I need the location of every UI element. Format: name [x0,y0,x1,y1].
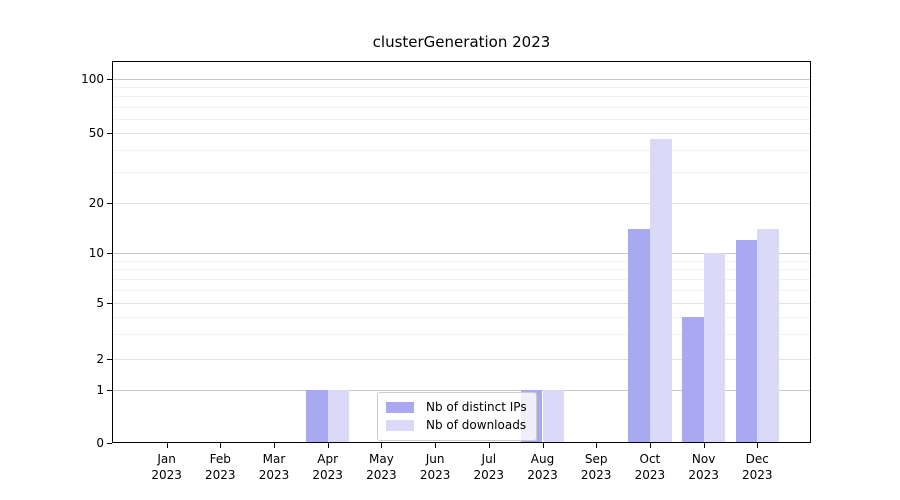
x-tick-mark [435,443,437,448]
gridline-4 [112,316,811,318]
x-tick-mark [757,443,759,448]
gridline-3 [112,334,811,336]
gridline-2 [112,359,811,360]
x-tick-mark [381,443,383,448]
x-tick-label: Sep 2023 [580,452,612,482]
gridline-5 [112,303,811,304]
x-tick-mark [596,443,598,448]
x-tick-mark [649,443,651,448]
legend-label: Nb of downloads [426,418,527,432]
gridline-20 [112,203,811,204]
gridline-10 [112,253,811,254]
legend: Nb of distinct IPs Nb of downloads [377,392,537,441]
y-tick-mark [107,79,112,80]
x-tick-mark [327,443,329,448]
x-tick-label: Nov 2023 [688,452,719,482]
bar-nb-of-downloads-apr [327,389,350,443]
bar-nb-of-downloads-oct [649,139,672,443]
bar-nb-of-distinct-ips-nov [681,316,704,443]
bar-nb-of-distinct-ips-oct [628,228,650,443]
chart-title: clusterGeneration 2023 [372,33,551,51]
x-tick-label: Jul 2023 [473,452,505,482]
gridline-6 [112,289,811,291]
gridline-1 [112,389,811,391]
bar-nb-of-distinct-ips-apr [306,389,328,443]
y-tick-mark [107,359,112,360]
y-tick-mark [107,443,112,444]
x-tick-label: May 2023 [366,452,397,482]
gridline-70 [112,106,811,108]
x-tick-mark [220,443,222,448]
x-tick-label: Jun 2023 [419,452,451,482]
x-tick-mark [703,443,705,448]
bar-nb-of-distinct-ips-dec [735,239,758,443]
gridline-90 [112,87,811,89]
y-tick-label: 2 [96,352,104,366]
y-tick-label: 20 [88,196,104,210]
x-tick-label: Apr 2023 [312,452,343,482]
y-tick-mark [107,303,112,304]
legend-label: Nb of distinct IPs [426,400,527,414]
x-tick-label: Jan 2023 [151,452,182,482]
bar-nb-of-downloads-nov [703,253,726,443]
y-tick-mark [107,133,112,134]
legend-item-downloads: Nb of downloads [386,416,527,434]
x-tick-mark [166,443,168,448]
y-tick-label: 1 [96,382,104,397]
y-tick-mark [107,253,112,254]
y-tick-label: 50 [88,126,104,140]
gridline-30 [112,172,811,173]
legend-swatch [386,419,414,431]
gridline-8 [112,269,811,271]
y-tick-mark [107,389,112,391]
bar-nb-of-downloads-dec [757,228,779,443]
y-tick-label: 0 [96,436,104,450]
x-tick-label: Dec 2023 [742,452,773,482]
x-tick-mark [488,443,490,448]
x-tick-label: Mar 2023 [258,452,290,482]
x-tick-label: Feb 2023 [205,452,236,482]
gridline-9 [112,260,811,262]
gridline-80 [112,96,811,98]
gridline-7 [112,278,811,280]
bar-nb-of-downloads-aug [542,389,565,443]
y-tick-label: 10 [88,246,104,260]
x-tick-mark [274,443,275,448]
gridline-60 [112,118,811,120]
gridline-40 [112,150,811,151]
legend-item-distinct-ips: Nb of distinct IPs [386,398,527,416]
plot-area: Nb of distinct IPs Nb of downloads 0 1 2 5 1… [81,61,811,482]
gridline-50 [112,133,811,134]
legend-swatch [386,401,414,413]
y-tick-label: 100 [81,72,104,86]
y-tick-mark [107,203,112,204]
gridline-100 [112,79,811,80]
y-tick-label: 5 [96,296,104,310]
x-tick-label: Aug 2023 [527,452,558,482]
x-tick-mark [542,443,544,448]
x-tick-label: Oct 2023 [634,452,666,482]
